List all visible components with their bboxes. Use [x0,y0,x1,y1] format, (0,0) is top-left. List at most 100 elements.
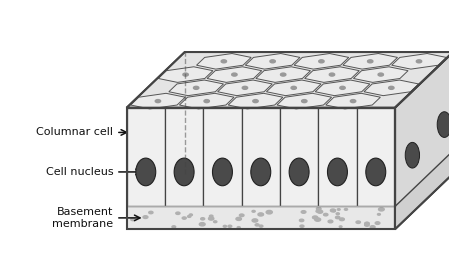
Circle shape [237,227,240,228]
Circle shape [351,100,356,103]
Circle shape [356,221,360,223]
Bar [203,108,242,207]
Circle shape [209,215,213,217]
Polygon shape [277,93,332,109]
Circle shape [416,60,422,63]
Circle shape [258,213,264,216]
Circle shape [378,73,383,76]
Polygon shape [180,93,234,109]
Circle shape [172,226,176,228]
Bar [356,108,395,207]
Circle shape [339,218,344,221]
Text: Columnar cell: Columnar cell [36,127,126,137]
Circle shape [333,210,335,212]
Ellipse shape [405,142,419,168]
Bar [280,108,318,207]
Ellipse shape [437,112,450,137]
Bar [126,108,165,207]
Circle shape [236,217,242,220]
Polygon shape [392,54,446,69]
Circle shape [223,225,226,227]
Polygon shape [326,93,380,109]
Circle shape [301,211,306,213]
Polygon shape [315,80,370,96]
Circle shape [214,221,217,223]
Circle shape [182,217,186,219]
Circle shape [204,100,209,103]
Circle shape [300,225,304,227]
Ellipse shape [212,158,232,186]
Text: Basement
membrane: Basement membrane [52,207,140,229]
Circle shape [315,218,321,221]
Polygon shape [126,52,450,108]
Circle shape [324,214,328,216]
Circle shape [149,211,153,214]
Bar [126,207,395,229]
Bar [318,108,356,207]
Circle shape [312,216,318,219]
Circle shape [336,213,339,215]
Circle shape [199,223,205,226]
Circle shape [389,86,394,89]
Polygon shape [130,93,185,109]
Circle shape [378,208,384,211]
Circle shape [338,209,340,210]
Circle shape [336,216,340,219]
Circle shape [221,60,226,63]
Circle shape [259,225,263,227]
Circle shape [340,86,345,89]
Polygon shape [294,54,349,69]
Polygon shape [266,80,321,96]
Circle shape [364,224,369,226]
Circle shape [194,86,199,89]
Ellipse shape [251,158,271,186]
Circle shape [291,86,297,89]
Polygon shape [228,93,283,109]
Circle shape [155,100,161,103]
Circle shape [228,225,232,227]
Circle shape [189,214,193,216]
Circle shape [330,209,336,212]
Circle shape [252,210,255,212]
Ellipse shape [174,158,194,186]
Circle shape [329,73,335,76]
Circle shape [253,100,258,103]
Bar [242,108,280,207]
Polygon shape [353,67,408,82]
Circle shape [266,210,272,214]
Circle shape [280,73,286,76]
Polygon shape [305,67,359,82]
Polygon shape [395,52,450,229]
Polygon shape [343,54,397,69]
Circle shape [270,60,275,63]
Circle shape [188,216,191,217]
Circle shape [232,73,237,76]
Circle shape [299,219,304,222]
Circle shape [183,73,188,76]
Polygon shape [158,67,213,82]
Polygon shape [364,80,418,96]
Ellipse shape [289,158,309,186]
Text: Cell nucleus: Cell nucleus [45,167,141,177]
Circle shape [242,86,248,89]
Circle shape [365,222,369,225]
Circle shape [316,207,321,210]
Circle shape [339,226,342,227]
Bar [165,108,203,207]
Polygon shape [256,67,310,82]
Polygon shape [169,80,224,96]
Circle shape [143,216,148,218]
Circle shape [316,210,320,212]
Circle shape [252,219,258,222]
Ellipse shape [328,158,347,186]
Circle shape [255,224,259,226]
Circle shape [302,100,307,103]
Circle shape [375,222,380,225]
Polygon shape [207,67,262,82]
Circle shape [378,214,380,215]
Circle shape [370,226,375,228]
Circle shape [201,218,205,220]
Polygon shape [218,80,272,96]
Circle shape [344,208,347,210]
Circle shape [328,220,333,223]
